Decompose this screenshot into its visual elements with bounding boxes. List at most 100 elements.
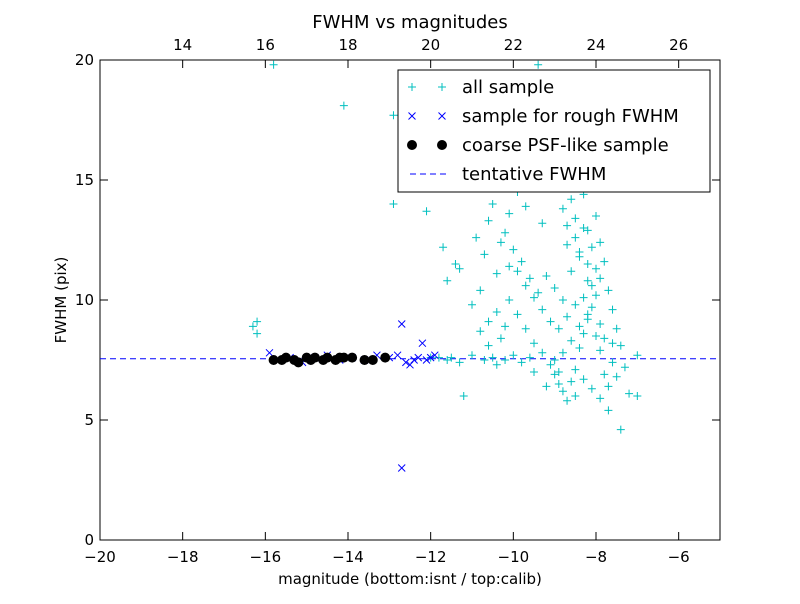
- data-point: [389, 111, 398, 120]
- data-point: [367, 355, 378, 365]
- data-point: [418, 339, 427, 348]
- data-point: [488, 200, 497, 208]
- data-point: [571, 233, 580, 242]
- data-point: [567, 377, 576, 386]
- x-tick-label: −6: [668, 548, 690, 566]
- data-point: [439, 243, 448, 252]
- data-point: [567, 267, 576, 276]
- data-point: [616, 341, 625, 350]
- data-point: [567, 195, 576, 204]
- data-point: [633, 392, 642, 400]
- plot-area: −20 −18 −16 −14 −12 −10 −8 −6 14 16 18 20 22 24 26 0 5 10…: [75, 36, 721, 566]
- data-point: [525, 353, 534, 362]
- data-point: [612, 324, 621, 333]
- top-x-tick-label: 18: [338, 36, 357, 54]
- data-point: [550, 356, 559, 364]
- top-x-tick-label: 16: [256, 36, 275, 54]
- data-point: [455, 358, 464, 367]
- data-point: [455, 264, 464, 273]
- data-point: [476, 286, 485, 295]
- legend-marker: [408, 112, 416, 120]
- data-point: [422, 207, 431, 216]
- data-point: [513, 267, 522, 276]
- data-point: [513, 310, 522, 319]
- data-point: [596, 274, 605, 283]
- legend-label: tentative FWHM: [462, 164, 606, 185]
- data-point: [339, 101, 348, 110]
- data-point: [596, 394, 605, 403]
- data-point: [567, 336, 576, 345]
- data-point: [309, 352, 320, 363]
- data-point: [501, 356, 510, 364]
- data-point: [563, 396, 572, 405]
- data-point: [571, 392, 580, 400]
- data-point: [587, 281, 596, 290]
- data-point: [612, 372, 621, 381]
- data-point: [443, 276, 452, 285]
- data-point: [468, 300, 476, 309]
- data-point: [338, 352, 349, 363]
- data-point: [587, 384, 596, 393]
- data-point: [604, 406, 613, 415]
- data-point: [542, 272, 551, 280]
- data-point: [434, 353, 443, 362]
- data-point: [620, 363, 629, 372]
- data-point: [517, 257, 526, 266]
- data-point: [592, 264, 600, 273]
- data-point: [625, 389, 634, 398]
- y-axis-label: FWHM (pix): [52, 257, 70, 344]
- legend-marker: [437, 140, 447, 150]
- data-point: [538, 348, 547, 357]
- data-point: [592, 332, 600, 340]
- data-point: [563, 240, 572, 249]
- x-tick-label: −20: [84, 548, 116, 566]
- chart-title: FWHM vs magnitudes: [312, 12, 507, 33]
- legend-marker: [438, 112, 446, 120]
- data-point: [505, 296, 514, 304]
- data-point: [538, 219, 547, 228]
- top-x-tick-label: 20: [421, 36, 440, 54]
- data-point: [253, 317, 262, 326]
- data-point: [451, 260, 460, 268]
- data-point: [530, 368, 538, 376]
- data-point: [484, 216, 493, 225]
- data-point: [554, 380, 563, 388]
- x-tick-label: −16: [250, 548, 282, 566]
- data-point: [600, 370, 609, 379]
- data-point: [359, 355, 370, 365]
- data-point: [492, 269, 501, 278]
- y-tick-label: 5: [84, 411, 94, 429]
- data-point: [563, 312, 572, 321]
- data-point: [430, 351, 439, 360]
- data-point: [496, 334, 505, 343]
- legend-label: coarse PSF-like sample: [462, 135, 669, 156]
- data-point: [546, 317, 555, 326]
- data-point: [558, 204, 567, 213]
- data-point: [583, 276, 592, 285]
- data-point: [608, 358, 617, 367]
- data-point: [426, 353, 435, 362]
- data-point: [347, 352, 358, 363]
- data-point: [268, 355, 279, 365]
- data-point: [447, 353, 456, 362]
- data-point: [253, 329, 262, 338]
- legend-label: all sample: [462, 77, 554, 98]
- legend: all sample sample for rough FWHM coarse PS…: [397, 69, 711, 193]
- data-point: [592, 212, 600, 220]
- data-point: [583, 226, 592, 235]
- top-x-tick-label: 26: [669, 36, 688, 54]
- data-point: [521, 202, 530, 211]
- x-tick-label: −8: [585, 548, 607, 566]
- data-point: [550, 284, 559, 292]
- data-point: [476, 327, 485, 336]
- data-point: [501, 322, 510, 331]
- data-point: [596, 346, 605, 355]
- data-point: [281, 352, 291, 363]
- data-point: [608, 339, 617, 348]
- top-x-tick-label: 22: [504, 36, 523, 54]
- data-point: [583, 310, 592, 319]
- data-point: [596, 320, 605, 328]
- data-point: [563, 221, 572, 230]
- data-point: [269, 60, 278, 69]
